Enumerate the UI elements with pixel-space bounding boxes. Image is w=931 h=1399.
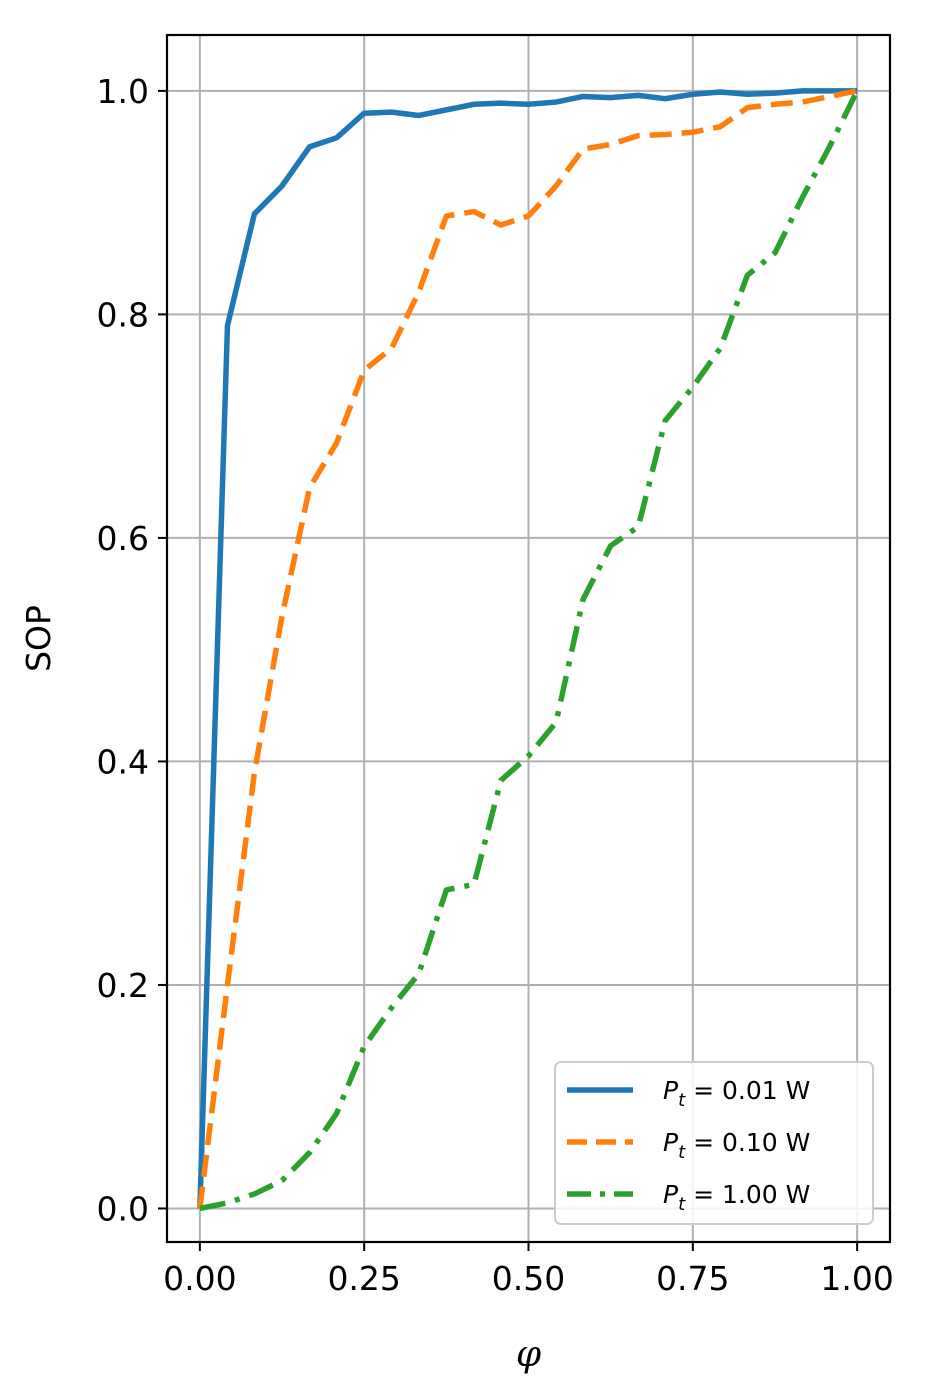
y-tick-label: 0.8 [97,295,149,334]
series-line-3 [199,89,860,1212]
legend-subscript: t [678,1142,686,1163]
y-tick-label: 0.4 [97,742,149,781]
grid [167,35,890,1242]
legend-label-1: Pt = 0.01 W [663,1076,810,1111]
legend-value: = 0.01 W [685,1076,810,1105]
legend-symbol: P [663,1128,679,1157]
legend-symbol: P [663,1180,679,1209]
x-tick-label: 0.00 [163,1259,236,1298]
x-axis-label: φ [516,1334,542,1375]
legend-value: = 1.00 W [685,1180,810,1209]
y-axis-label: SOP [19,605,58,672]
series-line-1 [197,88,858,1209]
legend-box [554,1061,874,1225]
y-tick-label: 0.0 [97,1189,149,1228]
legend-label-3: Pt = 1.00 W [663,1180,810,1215]
series-line-2 [197,88,858,1209]
x-tick-label: 1.00 [820,1259,893,1298]
legend-value: = 0.10 W [685,1128,810,1157]
ticks: 0.00 0.25 0.50 0.75 1.00 0.0 0.2 0.4 0.6 0.8 1.0 [97,72,894,1298]
legend-symbol: P [663,1076,679,1105]
legend-subscript: t [678,1194,686,1215]
x-tick-label: 0.50 [492,1259,565,1298]
legend-label-2: Pt = 0.10 W [663,1128,810,1163]
y-tick-label: 0.6 [97,519,149,558]
x-tick-label: 0.25 [327,1259,400,1298]
series-lines [197,88,860,1212]
y-tick-label: 1.0 [97,72,149,111]
y-tick-label: 0.2 [97,966,149,1005]
legend-subscript: t [678,1090,686,1111]
legend: Pt = 0.01 WPt = 0.10 WPt = 1.00 W [554,1061,874,1225]
x-tick-label: 0.75 [656,1259,729,1298]
